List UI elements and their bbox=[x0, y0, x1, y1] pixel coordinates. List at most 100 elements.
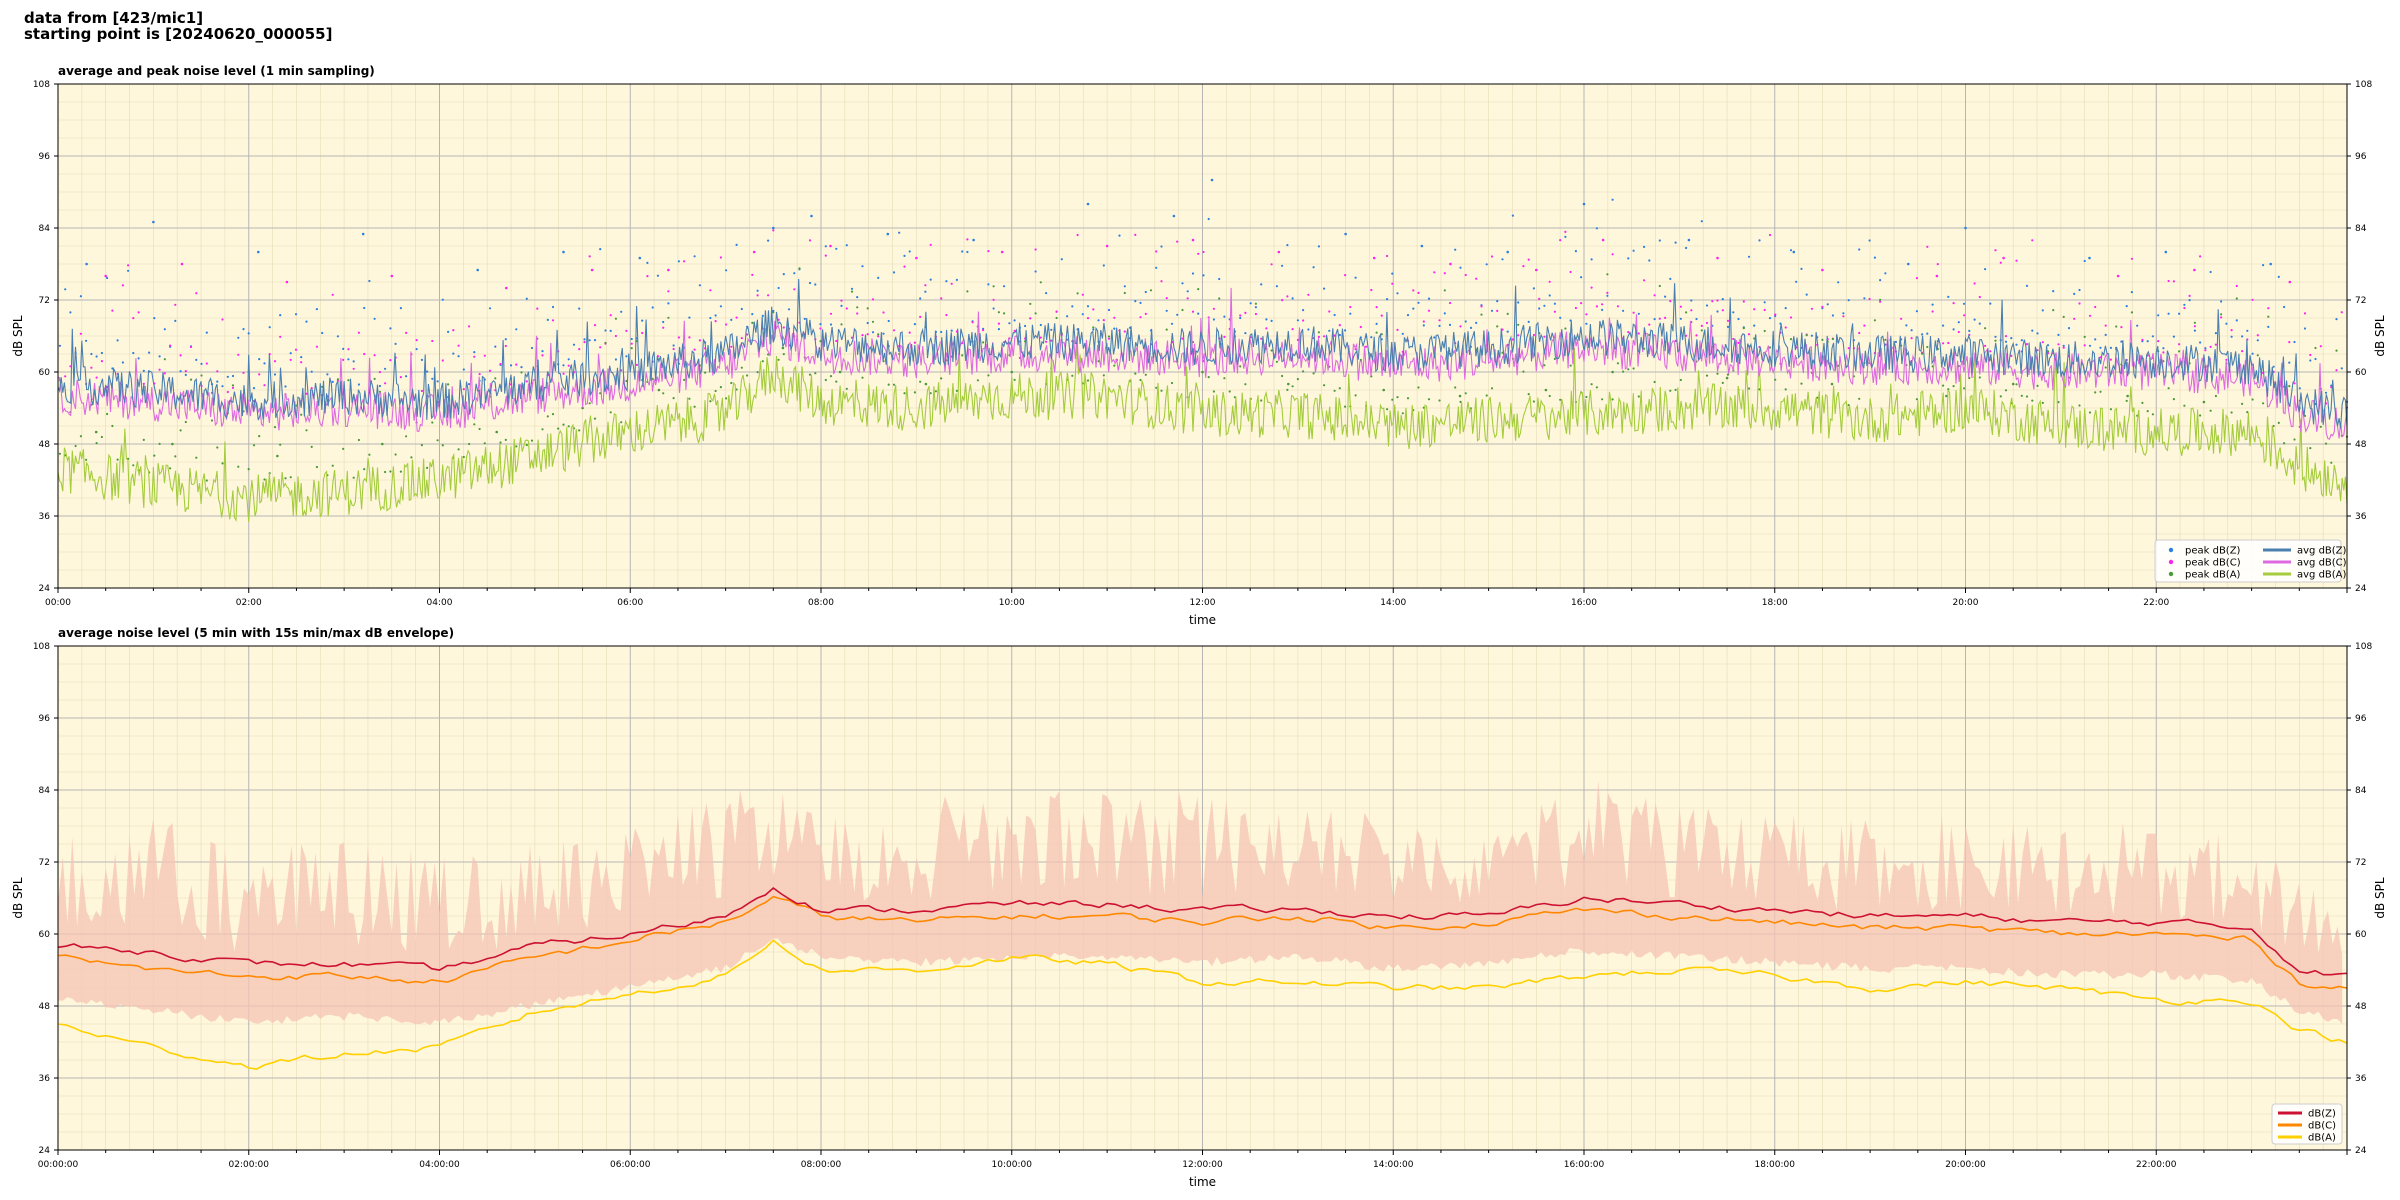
peak-point bbox=[1013, 378, 1016, 381]
peak-point bbox=[1789, 338, 1793, 341]
peak-point bbox=[908, 250, 911, 253]
peak-point bbox=[1994, 249, 1997, 252]
peak-point bbox=[1538, 307, 1541, 310]
peak-point bbox=[2130, 311, 2133, 314]
peak-point bbox=[2277, 421, 2280, 424]
peak-point bbox=[850, 290, 854, 293]
peak-point bbox=[929, 278, 932, 281]
y-tick-label-right: 72 bbox=[2355, 296, 2366, 306]
legend: peak dB(Z)peak dB(C)peak dB(A)avg dB(Z)a… bbox=[2154, 539, 2347, 583]
peak-point bbox=[1092, 326, 1095, 329]
peak-point bbox=[719, 305, 723, 308]
peak-point bbox=[2220, 300, 2223, 303]
peak-point bbox=[2309, 353, 2312, 357]
peak-point bbox=[1553, 302, 1556, 305]
peak-point bbox=[381, 442, 384, 446]
x-tick-label: 16:00 bbox=[1571, 598, 1597, 608]
peak-point bbox=[2309, 447, 2312, 450]
peak-point bbox=[504, 438, 507, 441]
peak-point bbox=[2220, 316, 2223, 319]
peak-point bbox=[2031, 329, 2034, 332]
peak-point bbox=[1105, 244, 1109, 248]
peak-point bbox=[604, 329, 607, 332]
x-tick-label: 00:00 bbox=[45, 598, 71, 608]
peak-point bbox=[1637, 312, 1640, 315]
peak-point bbox=[1805, 334, 1808, 337]
y-tick-label-right: 108 bbox=[2355, 80, 2372, 90]
peak-point bbox=[614, 358, 618, 361]
peak-point bbox=[2293, 438, 2296, 441]
peak-point bbox=[106, 412, 109, 416]
peak-point bbox=[767, 294, 770, 297]
peak-point bbox=[1375, 331, 1378, 334]
peak-point bbox=[2335, 369, 2338, 372]
peak-point bbox=[1207, 217, 1210, 221]
peak-point bbox=[1081, 293, 1084, 296]
peak-point bbox=[2109, 358, 2112, 361]
peak-point bbox=[2162, 347, 2165, 350]
peak-point bbox=[1260, 399, 1263, 402]
peak-point bbox=[231, 386, 235, 389]
peak-point bbox=[515, 328, 518, 331]
peak-point bbox=[1349, 312, 1352, 315]
y-tick-label-right: 24 bbox=[2355, 1146, 2367, 1156]
y-tick-label-right: 36 bbox=[2355, 512, 2367, 522]
peak-point bbox=[95, 355, 98, 358]
peak-point bbox=[1907, 262, 1910, 266]
peak-point bbox=[321, 331, 324, 335]
peak-point bbox=[1658, 239, 1661, 242]
peak-point bbox=[1821, 305, 1824, 308]
peak-point bbox=[2088, 411, 2092, 414]
peak-point bbox=[1690, 309, 1693, 312]
peak-point bbox=[2099, 346, 2102, 349]
peak-point bbox=[1197, 288, 1200, 291]
peak-point bbox=[2036, 332, 2039, 335]
peak-point bbox=[2004, 389, 2008, 392]
peak-point bbox=[2314, 357, 2317, 361]
peak-point bbox=[866, 333, 869, 336]
peak-point bbox=[2078, 404, 2081, 407]
peak-point bbox=[189, 378, 193, 381]
peak-point bbox=[336, 378, 339, 381]
peak-point bbox=[2062, 346, 2065, 349]
peak-point bbox=[908, 331, 911, 334]
peak-point bbox=[782, 326, 785, 329]
peak-point bbox=[1947, 341, 1950, 345]
peak-point bbox=[1506, 343, 1509, 346]
peak-point bbox=[1086, 305, 1090, 308]
peak-point bbox=[2235, 319, 2238, 322]
peak-point bbox=[2335, 318, 2338, 321]
peak-point bbox=[294, 313, 298, 316]
peak-point bbox=[310, 445, 313, 448]
peak-point bbox=[683, 260, 686, 263]
legend-entry: dB(Z) bbox=[2308, 1109, 2336, 1120]
peak-point bbox=[714, 320, 717, 323]
peak-point bbox=[955, 389, 959, 392]
peak-point bbox=[520, 371, 523, 374]
peak-point bbox=[2319, 345, 2322, 348]
peak-point bbox=[399, 376, 402, 379]
peak-point bbox=[657, 388, 661, 392]
peak-point bbox=[2088, 314, 2092, 317]
peak-point bbox=[1590, 258, 1593, 261]
peak-point bbox=[772, 311, 775, 314]
peak-point bbox=[693, 348, 696, 351]
peak-point bbox=[258, 435, 261, 438]
peak-point bbox=[2199, 255, 2202, 258]
x-tick-label: 10:00:00 bbox=[992, 1160, 1033, 1170]
peak-point bbox=[195, 292, 198, 295]
peak-point bbox=[1511, 214, 1514, 217]
peak-point bbox=[79, 435, 82, 438]
series-db-z-line bbox=[57, 886, 2348, 976]
peak-point bbox=[331, 380, 334, 383]
peak-point bbox=[1792, 250, 1796, 254]
peak-point bbox=[95, 442, 98, 445]
peak-point bbox=[1926, 332, 1929, 335]
peak-point bbox=[1417, 301, 1420, 304]
peak-point bbox=[1134, 300, 1137, 303]
header-start: starting point is [20240620_000055] bbox=[24, 25, 333, 43]
x-tick-label: 18:00:00 bbox=[1755, 1160, 1796, 1170]
peak-point bbox=[1039, 336, 1042, 339]
peak-point bbox=[1459, 266, 1462, 269]
peak-point bbox=[1254, 306, 1257, 309]
